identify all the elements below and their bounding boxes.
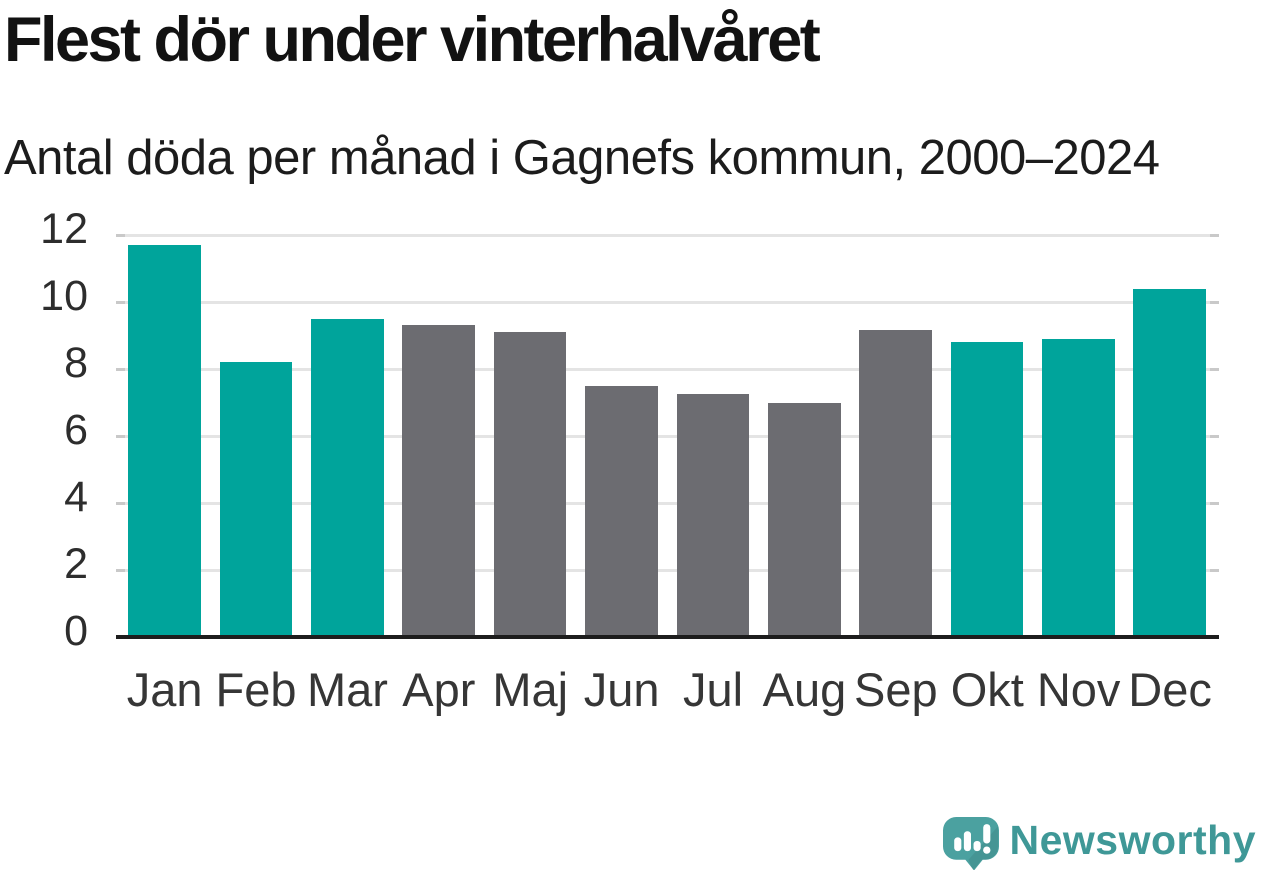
y-axis-tick-label: 12 — [40, 205, 88, 253]
bar-okt — [950, 342, 1024, 637]
bar-maj — [493, 332, 567, 637]
y-tick-left — [116, 300, 125, 304]
y-tick-left — [116, 501, 125, 505]
y-axis-tick-label: 6 — [64, 406, 88, 454]
gridline — [116, 233, 1219, 237]
y-axis-tick-label: 8 — [64, 339, 88, 387]
y-tick-left — [116, 568, 125, 572]
bar-dec — [1133, 288, 1207, 637]
bar-jun — [585, 385, 658, 637]
gridline — [116, 568, 1219, 572]
brand-wordmark: Newsworthy — [1009, 817, 1256, 863]
bar-feb — [219, 362, 293, 637]
gridline — [116, 434, 1219, 438]
x-axis-tick-label: Aug — [762, 663, 847, 716]
newsworthy-brand: Newsworthy — [942, 817, 1257, 870]
x-axis-tick-label: Jun — [583, 663, 660, 716]
y-tick-left — [116, 434, 125, 438]
y-axis-tick-label: 2 — [64, 540, 88, 588]
newsworthy-bubble-chart-icon — [942, 817, 999, 870]
y-axis-tick-label: 10 — [40, 272, 88, 320]
y-axis-tick-label: 0 — [64, 607, 88, 655]
y-tick-right — [1210, 367, 1219, 371]
gridline — [116, 501, 1219, 505]
x-axis-tick-label: Jan — [126, 663, 203, 716]
bar-apr — [402, 325, 476, 637]
y-tick-right — [1210, 568, 1219, 572]
bar-aug — [767, 402, 841, 637]
x-axis-tick-label: Jul — [683, 663, 744, 716]
bar-series — [116, 235, 1219, 637]
x-axis-tick-label: Nov — [1036, 663, 1121, 716]
x-axis-tick-label: Dec — [1128, 663, 1212, 716]
chart-title: Flest dör under vinterhalvåret — [4, 5, 821, 75]
x-axis-tick-label: Maj — [492, 663, 569, 716]
x-axis-line — [116, 635, 1219, 639]
y-tick-right — [1210, 501, 1219, 505]
y-axis-tick-label: 4 — [64, 473, 88, 521]
bar-nov — [1042, 338, 1115, 637]
x-axis-tick-label: Mar — [306, 663, 388, 716]
x-axis-tick-label: Sep — [854, 663, 938, 716]
y-tick-left — [116, 367, 125, 371]
x-axis-tick-label: Apr — [402, 663, 476, 716]
y-tick-right — [1210, 300, 1219, 304]
plot-area: 0 2 4 6 8 10 12 Jan Feb Mar Apr Maj Jun Jul Aug Sep Okt… — [40, 208, 1219, 713]
bar-jan — [128, 245, 201, 637]
y-tick-left — [116, 233, 125, 237]
x-axis-tick-label: Feb — [215, 663, 297, 716]
y-tick-right — [1210, 434, 1219, 438]
x-axis-tick-label: Okt — [950, 663, 1024, 716]
gridline — [116, 300, 1219, 304]
bar-jul — [676, 394, 750, 637]
chart-subtitle: Antal döda per månad i Gagnefs kommun, 2… — [4, 131, 1160, 185]
y-tick-right — [1210, 233, 1219, 237]
bar-sep — [859, 330, 932, 637]
gridline — [116, 367, 1219, 371]
bar-mar — [311, 318, 384, 637]
